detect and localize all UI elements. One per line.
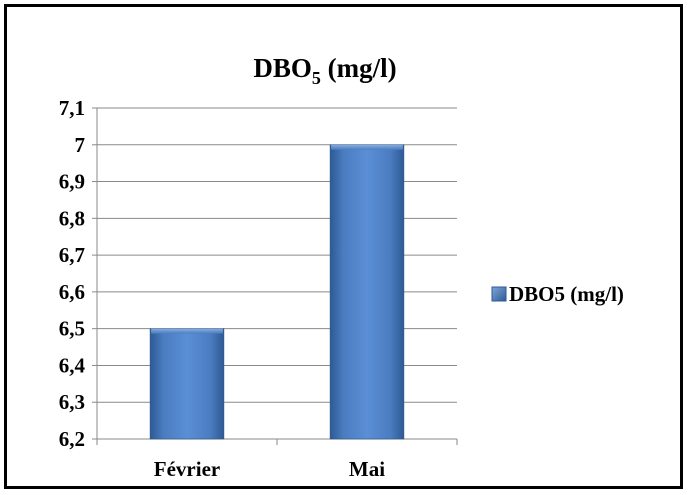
legend-swatch	[491, 286, 507, 302]
y-tick-label: 6,7	[59, 243, 85, 267]
chart-title: DBO5 (mg/l)	[253, 53, 396, 88]
bar-body	[149, 328, 225, 440]
y-tick-label: 6,3	[59, 390, 85, 414]
bar-highlight	[151, 328, 223, 334]
bar-highlight	[331, 144, 403, 150]
bars	[149, 144, 405, 440]
y-tick-label: 6,2	[59, 427, 85, 451]
y-tick-label: 6,4	[59, 353, 86, 377]
y-tick-label: 6,5	[59, 317, 85, 341]
x-category-label: Février	[154, 457, 220, 481]
y-tick-label: 6,9	[59, 170, 85, 194]
y-tick-label: 7	[75, 133, 86, 157]
bar-f-vrier	[149, 328, 225, 440]
x-axis-labels: Février Mai	[154, 457, 385, 481]
y-tick-label: 6,8	[59, 206, 85, 230]
y-axis-ticks: 6,2 6,3 6,4 6,5 6,6 6,7 6,8 6,9 7 7,1	[59, 96, 86, 451]
chart-frame: DBO5 (mg/l) 6,2 6,3 6,4 6,5 6,6 6,7 6,8 6,9 7 7,1…	[4, 4, 683, 489]
y-tick-label: 6,6	[59, 280, 85, 304]
legend-label: DBO5 (mg/l)	[509, 282, 624, 306]
bar-chart: DBO5 (mg/l) 6,2 6,3 6,4 6,5 6,6 6,7 6,8 6,9 7 7,1…	[59, 53, 624, 481]
legend: DBO5 (mg/l)	[491, 282, 624, 306]
x-category-label: Mai	[349, 457, 385, 481]
bar-body	[329, 144, 405, 440]
y-tick-label: 7,1	[59, 96, 85, 120]
bar-mai	[329, 144, 405, 440]
